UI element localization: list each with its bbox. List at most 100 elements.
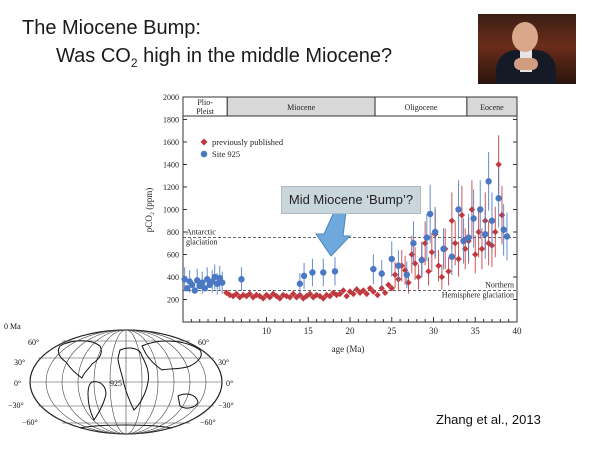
data-point-60 [425,268,432,275]
data-point-5 [193,277,201,284]
data-point-78 [485,240,492,247]
data-point-59 [421,240,429,247]
presenter-photo [478,14,576,84]
y-tick-label-4: 1000 [163,206,179,215]
data-point-20 [320,269,327,276]
x-tick-label-4: 30 [429,326,439,336]
y-tick-label-2: 600 [167,251,179,260]
callout-arrow [315,211,352,257]
data-point-39 [482,231,489,238]
epoch-band: Plio-Pleist Miocene Oligocene Eocene [182,96,518,117]
ref-label-0-0: Antarctic [186,228,216,237]
photo-hands [514,58,538,70]
map-right-label-1: 30° [218,358,229,367]
data-point-40 [485,178,492,185]
data-point-25 [395,262,402,269]
x-tick-label-1: 15 [304,326,314,336]
continent-antarctica [79,424,173,429]
data-point-44 [370,288,377,295]
data-point-48 [385,281,392,289]
data-point-43 [366,285,374,292]
map-left-label-1: 60° [28,338,39,347]
photo-face [512,22,538,52]
data-point-76 [478,245,486,253]
map-left-label-2: 30° [14,358,25,367]
epoch-label-2-0: Oligocene [405,103,438,112]
data-point-42 [363,290,370,298]
map-left-label-5: −60° [22,418,38,427]
data-point-68 [452,240,459,247]
epoch-label-1-0: Miocene [287,103,315,112]
title-line-1: The Miocene Bump: [22,17,201,39]
x-tick-label-5: 35 [471,326,481,336]
data-point-11 [259,295,267,302]
data-point-15 [219,279,226,286]
data-point-75 [475,228,482,236]
data-point-38 [350,290,357,298]
data-point-18 [300,272,308,280]
y-tick-label-0: 200 [167,296,179,305]
data-point-49 [388,285,395,292]
x-tick-label-2: 20 [346,326,356,336]
data-point-19 [286,294,294,301]
data-point-67 [448,217,456,224]
data-point-82 [498,211,506,219]
title-line-2-post: high in the middle Miocene? [137,45,393,67]
x-tick-label-0: 10 [262,326,272,336]
data-point-55 [408,251,415,258]
legend-marker-0 [200,138,208,146]
data-point-35 [340,287,347,294]
data-point-45 [374,291,381,299]
data-point-50 [391,271,399,278]
data-point-7 [246,290,253,298]
data-point-13 [214,280,221,287]
map-right-label-0: 60° [198,338,209,347]
data-point-30 [426,210,434,218]
data-point-38 [477,206,484,213]
data-point-4 [191,287,198,294]
data-point-70 [458,211,466,219]
data-point-41 [488,217,496,224]
y-tick-label-9: 2000 [163,93,179,102]
continent-south-america [87,381,107,421]
data-point-19 [309,269,316,276]
data-point-41 [360,287,367,294]
data-point-34 [336,290,344,298]
data-point-46 [378,285,385,292]
data-point-35 [460,237,467,245]
map-right-label-3: −30° [218,401,234,410]
data-point-33 [448,253,456,260]
data-point-36 [343,292,350,300]
data-point-73 [468,206,476,213]
data-point-36 [465,234,472,241]
chart-legend: previously published Site 925 [200,137,284,159]
map-left-label-3: 0° [14,379,21,388]
data-point-27 [410,240,417,247]
data-point-20 [290,290,297,298]
y-tick-label-7: 1600 [163,138,179,147]
data-point-28 [418,256,426,264]
data-point-37 [470,215,477,222]
ref-label-1-1: Hemisphere glaciation [442,291,514,300]
data-point-39 [353,286,360,293]
data-point-8 [201,285,208,292]
y-tick-label-3: 800 [167,228,179,237]
citation: Zhang et al., 2013 [436,412,541,427]
data-point-13 [266,294,274,301]
map-continents [57,340,202,429]
data-point-71 [462,245,469,253]
data-point-43 [500,226,507,233]
data-point-81 [495,161,502,168]
epoch-label-3-0: Eocene [480,103,504,112]
data-point-80 [492,228,499,236]
ref-label-0-1: glaciation [186,238,218,247]
data-point-1 [183,285,191,292]
data-point-3 [233,290,240,298]
data-point-61 [428,249,436,256]
title-subscript: 2 [130,56,138,70]
title-line-2: Was CO2 high in the middle Miocene? [22,42,392,77]
data-point-16 [276,295,284,302]
data-point-3 [188,281,196,289]
